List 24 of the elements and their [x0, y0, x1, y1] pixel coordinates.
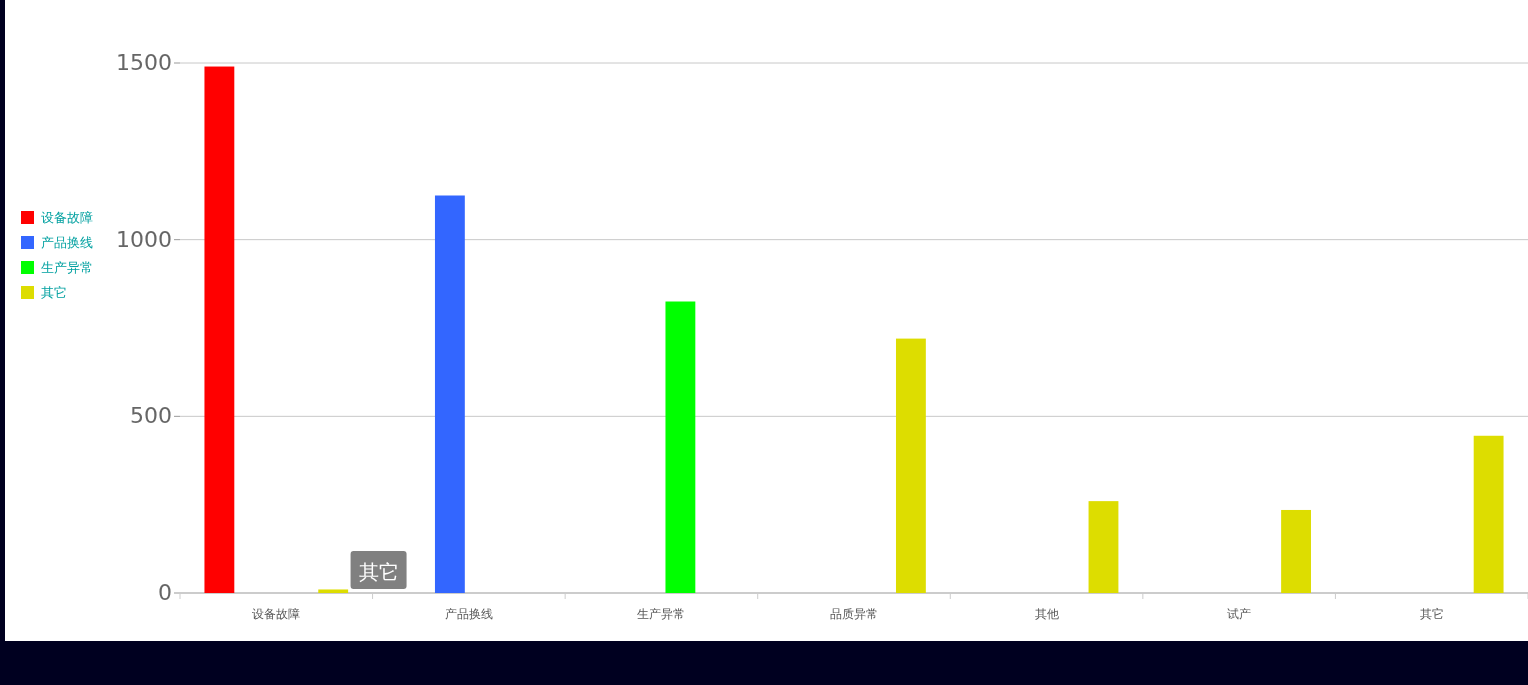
legend-label: 设备故障: [41, 210, 93, 225]
bar: [665, 301, 696, 593]
bar: [1473, 435, 1504, 593]
bar: [204, 66, 235, 593]
y-tick-label: 500: [130, 403, 172, 429]
legend-label: 其它: [41, 285, 67, 300]
y-tick-label: 1500: [116, 50, 172, 75]
bar: [895, 338, 926, 593]
annotation: 其它: [358, 560, 399, 584]
y-tick-label: 0: [158, 580, 172, 605]
legend-label: 产品换线: [41, 235, 93, 250]
x-tick-label: 品质异常: [830, 607, 878, 621]
bar: [434, 195, 465, 593]
x-tick-label: 试产: [1227, 607, 1252, 621]
x-tick-label: 其它: [1419, 607, 1444, 621]
y-tick-label: 1000: [116, 226, 172, 252]
bar: [1281, 509, 1311, 593]
x-tick-label: 生产异常: [637, 607, 686, 621]
legend-label: 生产异常: [41, 260, 93, 275]
bar: [318, 589, 349, 593]
bar: [1088, 501, 1119, 593]
x-tick-label: 产品换线: [444, 607, 493, 621]
x-tick-label: 设备故障: [252, 607, 301, 621]
x-tick-label: 其他: [1034, 607, 1059, 621]
